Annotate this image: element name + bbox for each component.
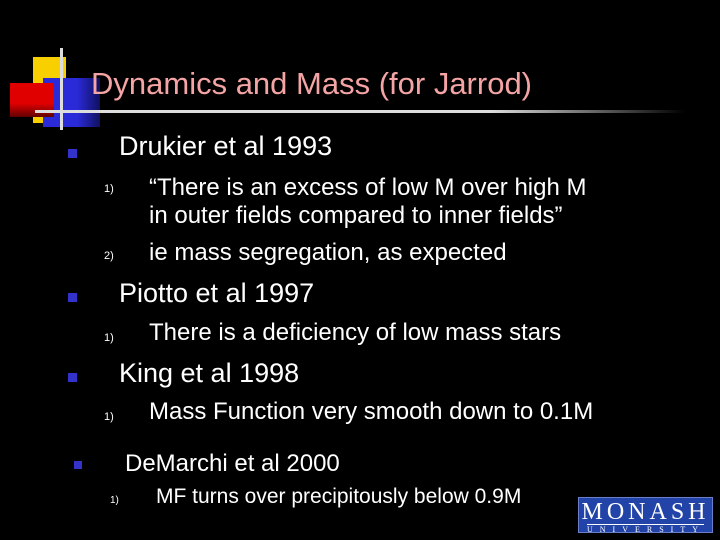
sub-number: 1) bbox=[104, 183, 114, 195]
sub-number: 2) bbox=[104, 250, 114, 262]
bullet-text: King et al 1998 bbox=[119, 358, 300, 388]
sub-number: 1) bbox=[110, 495, 119, 506]
title-underline bbox=[35, 110, 685, 113]
logo-line2: UNIVERSITY bbox=[587, 524, 705, 534]
monash-logo: MONASH UNIVERSITY bbox=[578, 497, 713, 534]
sub-number: 1) bbox=[104, 411, 114, 423]
sub-number: 1) bbox=[104, 332, 114, 344]
logo-line1: MONASH bbox=[581, 499, 710, 525]
sub-text: Mass Function very smooth down to 0.1M bbox=[149, 398, 594, 425]
sub-text-cont: in outer fields compared to inner fields… bbox=[149, 202, 563, 229]
sub-text: “There is an excess of low M over high M bbox=[149, 174, 587, 201]
decor-vertical-line bbox=[60, 48, 63, 130]
bullet-text: Piotto et al 1997 bbox=[119, 278, 315, 308]
bullet-icon bbox=[68, 373, 77, 382]
sub-text: There is a deficiency of low mass stars bbox=[149, 319, 562, 346]
bullet-icon bbox=[68, 293, 77, 302]
sub-text: MF turns over precipitously below 0.9M bbox=[156, 485, 522, 508]
bullet-icon bbox=[74, 461, 82, 469]
bullet-icon bbox=[68, 149, 77, 158]
sub-text: ie mass segregation, as expected bbox=[149, 239, 507, 266]
bullet-text: Drukier et al 1993 bbox=[119, 131, 333, 161]
slide-title: Dynamics and Mass (for Jarrod) bbox=[91, 66, 533, 101]
bullet-text: DeMarchi et al 2000 bbox=[125, 450, 340, 477]
